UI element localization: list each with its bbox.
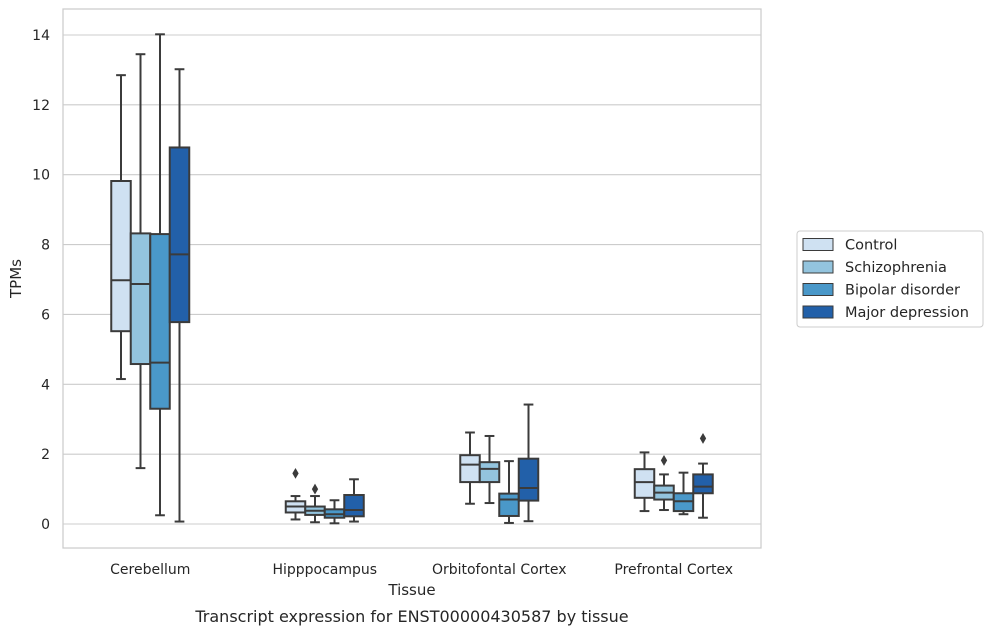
x-axis-title: Tissue xyxy=(387,581,435,599)
legend-swatch xyxy=(802,260,834,274)
box-iqr xyxy=(692,473,714,495)
box-bipolar-disorder xyxy=(323,499,346,525)
box-iqr xyxy=(517,457,540,502)
box-schizophrenia xyxy=(478,434,501,505)
box-iqr xyxy=(129,232,152,366)
legend-swatch xyxy=(802,238,834,251)
x-tick-label: Prefrontal Cortex xyxy=(614,562,733,578)
plot-frame xyxy=(62,8,762,549)
box-major-depression xyxy=(168,68,191,523)
legend-label: Major depression xyxy=(845,305,969,321)
legend-label: Control xyxy=(845,238,897,254)
y-tick-labels: 0 2 4 6 8 10 12 14 xyxy=(32,28,50,533)
box-iqr xyxy=(168,146,191,324)
box-major-depression xyxy=(692,433,714,519)
y-axis-title: TPMs xyxy=(7,259,25,299)
outlier-point xyxy=(660,455,668,466)
box-control xyxy=(110,74,132,381)
box-major-depression xyxy=(343,478,365,523)
box-iqr xyxy=(110,180,132,333)
box-control xyxy=(633,451,656,513)
box-bipolar-disorder xyxy=(672,471,695,516)
y-tick-label: 0 xyxy=(41,517,50,533)
chart-caption: Transcript expression for ENST0000043058… xyxy=(194,607,628,626)
legend-label: Schizophrenia xyxy=(845,260,947,276)
box-bipolar-disorder xyxy=(498,460,520,524)
box-schizophrenia xyxy=(129,53,152,470)
box-iqr xyxy=(478,461,501,484)
box-schizophrenia xyxy=(653,455,675,512)
x-tick-labels: Cerebellum Hipppocampus Orbitofontal Corte… xyxy=(110,562,733,578)
box-bipolar-disorder xyxy=(149,33,171,517)
box-iqr xyxy=(343,494,365,518)
x-tick-label: Cerebellum xyxy=(110,562,190,578)
outlier-point xyxy=(311,483,319,495)
y-tick-label: 8 xyxy=(41,238,50,254)
box-iqr xyxy=(498,492,520,517)
box-schizophrenia xyxy=(304,483,326,524)
outlier-point xyxy=(292,467,299,479)
y-tick-label: 12 xyxy=(32,98,50,114)
box-major-depression xyxy=(517,403,540,523)
outlier-point xyxy=(699,433,707,444)
box-series-layer xyxy=(110,33,714,525)
legend-swatch xyxy=(802,305,834,319)
box-control xyxy=(284,467,307,521)
box-iqr xyxy=(459,454,481,484)
legend-frame xyxy=(796,230,984,328)
y-tick-label: 2 xyxy=(41,447,50,463)
box-iqr xyxy=(149,233,171,410)
y-tick-label: 6 xyxy=(41,307,50,323)
legend-swatch xyxy=(802,283,834,296)
legend-label: Bipolar disorder xyxy=(845,283,960,299)
y-tick-label: 4 xyxy=(41,377,50,393)
x-tick-label: Hipppocampus xyxy=(272,562,377,578)
legend: Control Schizophrenia Bipolar disorder Majo… xyxy=(796,230,984,328)
x-tick-label: Orbitofontal Cortex xyxy=(432,562,567,578)
y-tick-label: 10 xyxy=(32,168,50,184)
box-control xyxy=(459,431,481,505)
box-iqr xyxy=(633,468,656,499)
y-tick-label: 14 xyxy=(32,28,50,44)
